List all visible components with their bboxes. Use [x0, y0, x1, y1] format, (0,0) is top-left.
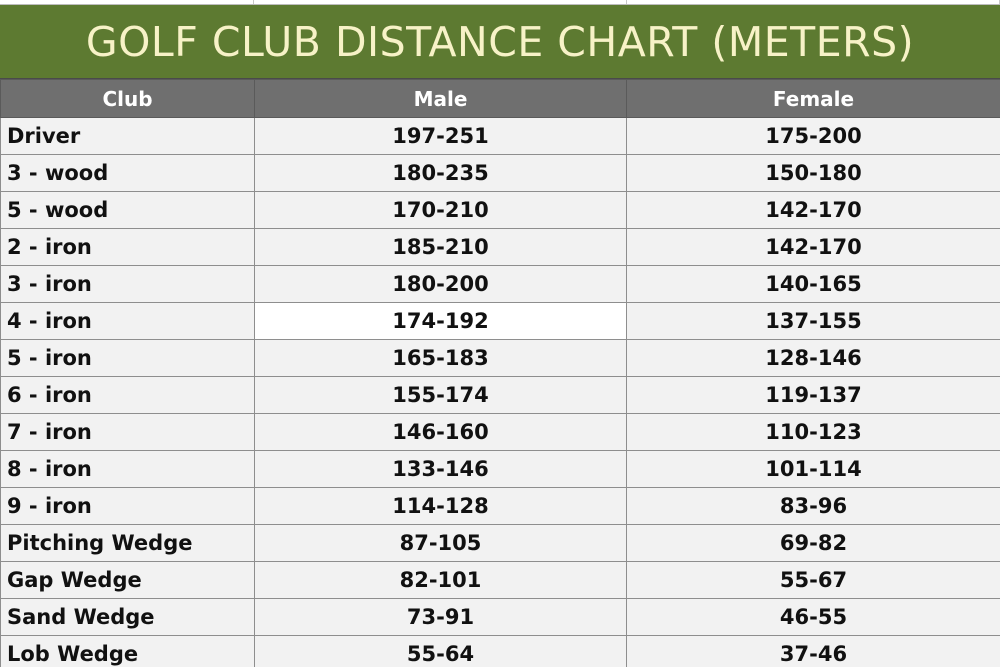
table-row: Gap Wedge 82-101 55-67 — [0, 561, 1000, 599]
male-distance-cell[interactable]: 180-200 — [254, 265, 627, 303]
female-distance-cell[interactable]: 119-137 — [626, 376, 1000, 414]
header-row: Club Male Female — [0, 79, 1000, 118]
table-row: 5 - iron 165-183 128-146 — [0, 339, 1000, 377]
column-c-edge[interactable] — [627, 0, 1000, 4]
club-cell[interactable]: 4 - iron — [0, 302, 255, 340]
table-row: Pitching Wedge 87-105 69-82 — [0, 524, 1000, 562]
table-row: 5 - wood 170-210 142-170 — [0, 191, 1000, 229]
table-row: 3 - wood 180-235 150-180 — [0, 154, 1000, 192]
club-cell[interactable]: Driver — [0, 117, 255, 155]
male-distance-cell[interactable]: 174-192 — [254, 302, 627, 340]
header-club[interactable]: Club — [0, 79, 255, 118]
female-distance-cell[interactable]: 142-170 — [626, 191, 1000, 229]
female-distance-cell[interactable]: 128-146 — [626, 339, 1000, 377]
header-female[interactable]: Female — [626, 79, 1000, 118]
female-distance-cell[interactable]: 150-180 — [626, 154, 1000, 192]
distance-table: Club Male Female Driver 197-251 175-200 3 -… — [0, 79, 1000, 667]
male-distance-cell[interactable]: 146-160 — [254, 413, 627, 451]
male-distance-cell[interactable]: 165-183 — [254, 339, 627, 377]
table-body: Driver 197-251 175-200 3 - wood 180-235 150-1… — [0, 117, 1000, 667]
club-cell[interactable]: 9 - iron — [0, 487, 255, 525]
male-distance-cell[interactable]: 73-91 — [254, 598, 627, 636]
club-cell[interactable]: 6 - iron — [0, 376, 255, 414]
table-row: 6 - iron 155-174 119-137 — [0, 376, 1000, 414]
male-distance-cell[interactable]: 155-174 — [254, 376, 627, 414]
club-cell[interactable]: 5 - wood — [0, 191, 255, 229]
column-a-edge[interactable] — [0, 0, 255, 4]
female-distance-cell[interactable]: 55-67 — [626, 561, 1000, 599]
male-distance-cell[interactable]: 133-146 — [254, 450, 627, 488]
column-strip — [0, 0, 1000, 5]
female-distance-cell[interactable]: 142-170 — [626, 228, 1000, 266]
male-distance-cell[interactable]: 87-105 — [254, 524, 627, 562]
column-b-edge[interactable] — [254, 0, 627, 4]
table-row: 7 - iron 146-160 110-123 — [0, 413, 1000, 451]
male-distance-cell[interactable]: 170-210 — [254, 191, 627, 229]
female-distance-cell[interactable]: 46-55 — [626, 598, 1000, 636]
female-distance-cell[interactable]: 137-155 — [626, 302, 1000, 340]
club-cell[interactable]: 3 - wood — [0, 154, 255, 192]
male-distance-cell[interactable]: 55-64 — [254, 635, 627, 667]
table-row: 3 - iron 180-200 140-165 — [0, 265, 1000, 303]
header-male[interactable]: Male — [254, 79, 627, 118]
title-cell[interactable]: GOLF CLUB DISTANCE CHART (METERS) — [0, 5, 1000, 79]
club-cell[interactable]: Sand Wedge — [0, 598, 255, 636]
club-cell[interactable]: 8 - iron — [0, 450, 255, 488]
table-row: 9 - iron 114-128 83-96 — [0, 487, 1000, 525]
female-distance-cell[interactable]: 101-114 — [626, 450, 1000, 488]
table-row: 2 - iron 185-210 142-170 — [0, 228, 1000, 266]
female-distance-cell[interactable]: 175-200 — [626, 117, 1000, 155]
club-cell[interactable]: Gap Wedge — [0, 561, 255, 599]
table-row: Sand Wedge 73-91 46-55 — [0, 598, 1000, 636]
club-cell[interactable]: 2 - iron — [0, 228, 255, 266]
club-cell[interactable]: 7 - iron — [0, 413, 255, 451]
club-cell[interactable]: 5 - iron — [0, 339, 255, 377]
table-row: Lob Wedge 55-64 37-46 — [0, 635, 1000, 667]
male-distance-cell[interactable]: 185-210 — [254, 228, 627, 266]
table-row: 4 - iron 174-192 137-155 — [0, 302, 1000, 340]
male-distance-cell[interactable]: 82-101 — [254, 561, 627, 599]
table-row: 8 - iron 133-146 101-114 — [0, 450, 1000, 488]
club-cell[interactable]: Pitching Wedge — [0, 524, 255, 562]
female-distance-cell[interactable]: 69-82 — [626, 524, 1000, 562]
female-distance-cell[interactable]: 83-96 — [626, 487, 1000, 525]
male-distance-cell[interactable]: 114-128 — [254, 487, 627, 525]
male-distance-cell[interactable]: 180-235 — [254, 154, 627, 192]
club-cell[interactable]: 3 - iron — [0, 265, 255, 303]
female-distance-cell[interactable]: 110-123 — [626, 413, 1000, 451]
club-cell[interactable]: Lob Wedge — [0, 635, 255, 667]
female-distance-cell[interactable]: 37-46 — [626, 635, 1000, 667]
male-distance-cell[interactable]: 197-251 — [254, 117, 627, 155]
page-title: GOLF CLUB DISTANCE CHART (METERS) — [85, 17, 915, 66]
female-distance-cell[interactable]: 140-165 — [626, 265, 1000, 303]
table-row: Driver 197-251 175-200 — [0, 117, 1000, 155]
